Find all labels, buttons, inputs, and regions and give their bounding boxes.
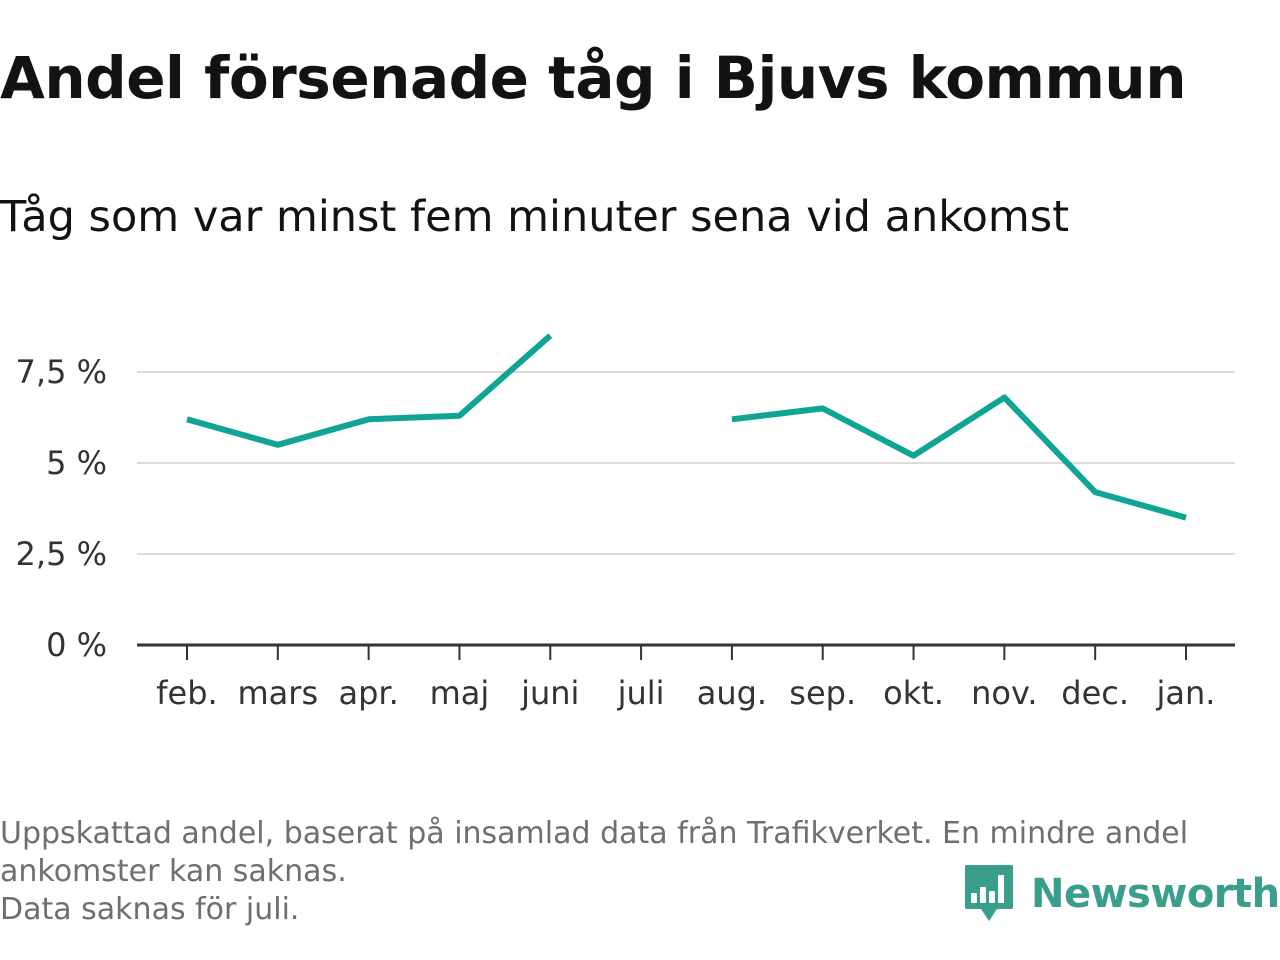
newsworthy-bar-chart-icon <box>965 865 1013 921</box>
y-tick-label: 0 % <box>46 626 107 664</box>
x-tick-label: juli <box>617 674 665 712</box>
y-tick-label: 5 % <box>46 444 107 482</box>
footnote: Uppskattad andel, baserat på insamlad da… <box>0 815 1270 929</box>
x-tick-label: maj <box>430 674 490 712</box>
x-tick-label: feb. <box>156 674 217 712</box>
chart-title: Andel försenade tåg i Bjuvs kommun <box>0 44 1187 112</box>
footnote-line-1: Uppskattad andel, baserat på insamlad da… <box>0 816 1189 851</box>
x-tick-label: apr. <box>338 674 398 712</box>
y-axis-ticks: 0 % 2,5 % 5 % 7,5 % <box>16 353 107 664</box>
gridlines <box>137 371 1235 647</box>
x-tick-label: juni <box>520 674 579 712</box>
x-tick-label: okt. <box>883 674 944 712</box>
y-tick-label: 7,5 % <box>16 353 107 391</box>
x-tick-label: jan. <box>1156 674 1216 712</box>
x-axis-ticks: feb. mars apr. maj juni juli aug. sep. okt. nov. d… <box>156 645 1215 712</box>
footnote-line-2: ankomster kan saknas. <box>0 854 347 889</box>
series-line <box>731 394 1187 521</box>
chart-subtitle: Tåg som var minst fem minuter sena vid a… <box>0 192 1070 242</box>
x-tick-label: mars <box>238 674 319 712</box>
y-tick-label: 2,5 % <box>16 535 107 573</box>
x-tick-label: aug. <box>697 674 767 712</box>
x-tick-label: sep. <box>789 674 856 712</box>
logo-text: Newsworthy <box>1031 871 1280 917</box>
series-lines <box>186 333 1187 521</box>
x-tick-label: dec. <box>1061 674 1129 712</box>
footnote-line-3: Data saknas för juli. <box>0 892 300 927</box>
series-line <box>186 333 553 448</box>
x-tick-label: nov. <box>971 674 1037 712</box>
newsworthy-logo: Newsworthy <box>963 863 1280 925</box>
